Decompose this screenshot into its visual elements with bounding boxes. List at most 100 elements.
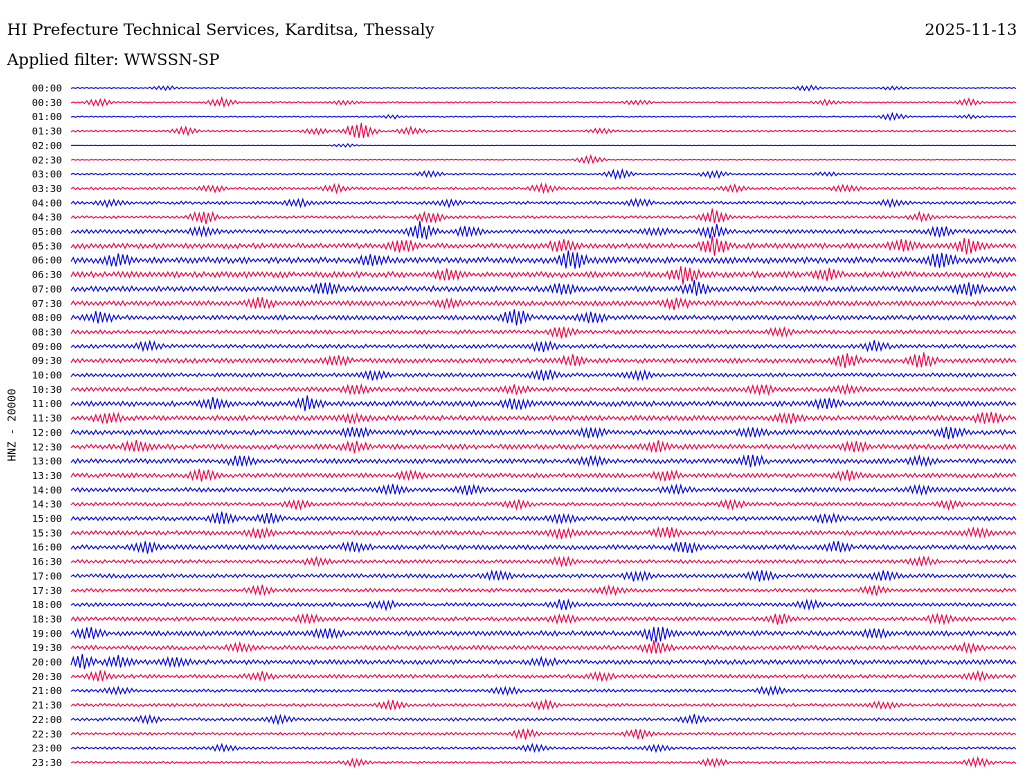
time-label: 02:30 xyxy=(32,155,62,166)
trace-line xyxy=(70,368,1017,382)
time-label: 09:30 xyxy=(32,356,62,367)
trace-line xyxy=(70,483,1017,497)
time-label: 00:30 xyxy=(32,98,62,109)
time-label: 19:30 xyxy=(32,643,62,654)
trace-line xyxy=(70,411,1017,425)
trace-line xyxy=(70,95,1017,109)
trace-line xyxy=(70,526,1017,541)
record-date: 2025-11-13 xyxy=(924,20,1017,39)
time-label: 11:00 xyxy=(32,399,62,410)
trace-line xyxy=(70,208,1017,225)
trace-line xyxy=(70,280,1017,297)
trace-line xyxy=(70,153,1017,165)
time-label: 13:30 xyxy=(32,471,62,482)
time-label: 11:30 xyxy=(32,414,62,425)
trace-line xyxy=(70,339,1017,353)
trace-line xyxy=(70,540,1017,554)
trace-line xyxy=(70,755,1017,769)
time-label: 10:30 xyxy=(32,385,62,396)
trace-line xyxy=(70,511,1017,525)
time-label: 03:30 xyxy=(32,184,62,195)
trace-line xyxy=(70,698,1017,711)
trace-line xyxy=(70,498,1017,511)
trace-line xyxy=(70,426,1017,440)
time-label: 05:00 xyxy=(32,227,62,238)
time-label: 06:30 xyxy=(32,270,62,281)
trace-line xyxy=(70,182,1017,195)
trace-line xyxy=(70,454,1017,468)
time-label: 01:30 xyxy=(32,127,62,138)
time-label: 18:30 xyxy=(32,614,62,625)
time-label: 13:00 xyxy=(32,457,62,468)
trace-line xyxy=(70,352,1017,369)
time-label: 21:00 xyxy=(32,686,62,697)
trace-line xyxy=(70,584,1017,597)
trace-line xyxy=(70,468,1017,482)
time-label: 12:00 xyxy=(32,428,62,439)
trace-line xyxy=(70,626,1017,643)
time-label: 08:30 xyxy=(32,327,62,338)
trace-line xyxy=(70,439,1017,454)
trace-line xyxy=(70,727,1017,740)
time-label: 17:30 xyxy=(32,586,62,597)
time-label: 05:30 xyxy=(32,241,62,252)
time-label: 02:00 xyxy=(32,141,62,152)
trace-line xyxy=(70,266,1017,285)
time-label: 01:00 xyxy=(32,112,62,123)
trace-line xyxy=(70,713,1017,726)
trace-line xyxy=(70,685,1017,697)
trace-line xyxy=(70,555,1017,568)
time-label: 15:00 xyxy=(32,514,62,525)
time-label: 20:30 xyxy=(32,672,62,683)
trace-line xyxy=(70,111,1017,122)
time-label: 16:30 xyxy=(32,557,62,568)
time-label: 06:00 xyxy=(32,256,62,267)
time-label: 22:00 xyxy=(32,715,62,726)
time-label: 14:30 xyxy=(32,500,62,511)
time-label: 22:30 xyxy=(32,729,62,740)
trace-line xyxy=(70,612,1017,626)
trace-line xyxy=(70,220,1017,240)
time-label: 14:00 xyxy=(32,485,62,496)
time-label: 10:00 xyxy=(32,371,62,382)
station-title: HI Prefecture Technical Services, Kardit… xyxy=(7,20,435,39)
trace-line xyxy=(70,382,1017,396)
time-label: 04:30 xyxy=(32,213,62,224)
trace-line xyxy=(70,395,1017,412)
trace-line xyxy=(70,640,1017,655)
time-label: 18:00 xyxy=(32,600,62,611)
trace-line xyxy=(70,84,1017,92)
time-label: 15:30 xyxy=(32,528,62,539)
trace-line xyxy=(70,653,1017,670)
trace-line xyxy=(70,598,1017,612)
trace-line xyxy=(70,142,1017,148)
time-label: 23:30 xyxy=(32,758,62,769)
time-label: 08:00 xyxy=(32,313,62,324)
time-label: 03:00 xyxy=(32,170,62,181)
trace-line xyxy=(70,325,1017,339)
time-label: 17:00 xyxy=(32,571,62,582)
trace-line xyxy=(70,197,1017,209)
trace-line xyxy=(70,669,1017,683)
time-label: 19:00 xyxy=(32,629,62,640)
trace-line xyxy=(70,250,1017,269)
time-label: 20:00 xyxy=(32,658,62,669)
time-label: 23:00 xyxy=(32,744,62,755)
applied-filter-label: Applied filter: WWSSN-SP xyxy=(7,50,220,69)
trace-line xyxy=(70,167,1017,181)
trace-line xyxy=(70,569,1017,582)
time-label: 21:30 xyxy=(32,701,62,712)
trace-line xyxy=(70,742,1017,754)
time-label: 07:30 xyxy=(32,299,62,310)
trace-line xyxy=(70,122,1017,138)
trace-line xyxy=(70,309,1017,326)
time-label: 07:00 xyxy=(32,284,62,295)
trace-line xyxy=(70,235,1017,256)
time-label: 16:00 xyxy=(32,543,62,554)
time-label: 04:00 xyxy=(32,198,62,209)
time-label: 00:00 xyxy=(32,84,62,95)
time-label: 12:30 xyxy=(32,442,62,453)
trace-line xyxy=(70,296,1017,311)
time-label: 09:00 xyxy=(32,342,62,353)
